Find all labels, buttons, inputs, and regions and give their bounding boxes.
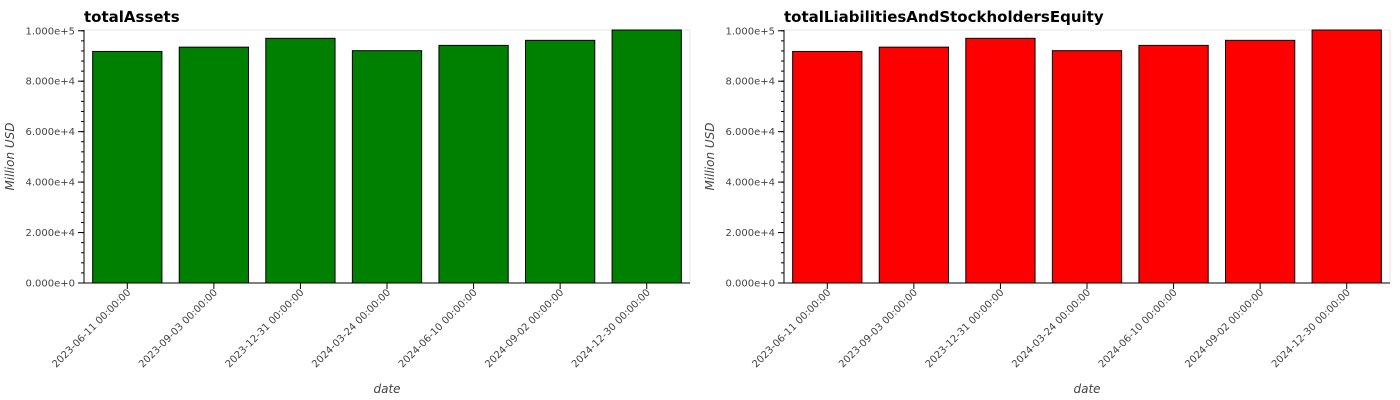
x-tick-label: 2023-09-03 00:00:00: [837, 287, 920, 370]
bar: [265, 37, 336, 284]
x-tick-label: 2023-06-11 00:00:00: [51, 287, 134, 370]
x-axis-label: date: [373, 382, 400, 396]
x-tick-label: 2024-06-10 00:00:00: [397, 287, 480, 370]
x-tick-label: 2023-12-31 00:00:00: [924, 287, 1007, 370]
bar: [351, 50, 423, 284]
x-tick-label: 2024-12-30 00:00:00: [1270, 287, 1353, 370]
total-liabilities-equity-chart-svg: totalLiabilitiesAndStockholdersEquity 0.0…: [703, 8, 1391, 396]
chart-title: totalLiabilitiesAndStockholdersEquity: [784, 8, 1104, 26]
y-tick-label: 8.000e+4: [725, 77, 775, 88]
y-axis-label: Million USD: [3, 122, 17, 190]
y-tick-label: 6.000e+4: [25, 127, 75, 138]
x-tick-label: 2024-06-10 00:00:00: [1097, 287, 1180, 370]
y-tick-label: 4.000e+4: [25, 178, 75, 189]
bar: [878, 46, 949, 284]
x-tick-label: 2024-09-02 00:00:00: [483, 287, 566, 370]
x-axis-label: date: [1073, 382, 1100, 396]
x-tick-label: 2023-12-31 00:00:00: [224, 287, 307, 370]
total-assets-chart: totalAssets 0.000e+0 2.000e+4 4.000e+4 6.000…: [3, 8, 691, 396]
y-tick-label: 1.000e+5: [25, 26, 75, 37]
x-tick-label: 2024-09-02 00:00:00: [1183, 287, 1266, 370]
x-tick-label: 2023-09-03 00:00:00: [137, 287, 220, 370]
x-tick-label: 2024-12-30 00:00:00: [570, 287, 653, 370]
bar: [611, 29, 682, 284]
x-tick-label: 2024-03-24 00:00:00: [1010, 287, 1093, 370]
y-tick-label: 4.000e+4: [725, 178, 775, 189]
y-tick-label: 0.000e+0: [725, 279, 775, 290]
bar: [92, 50, 163, 284]
bar: [1225, 39, 1296, 284]
y-tick-label: 0.000e+0: [25, 279, 75, 290]
bar: [178, 46, 249, 284]
bar: [1051, 50, 1123, 284]
bar: [438, 44, 509, 284]
y-tick-label: 2.000e+4: [725, 228, 775, 239]
bar: [792, 50, 863, 284]
y-axis-label: Million USD: [703, 122, 717, 190]
x-tick-label: 2023-06-11 00:00:00: [751, 287, 834, 370]
bar: [965, 37, 1036, 284]
bar: [525, 39, 596, 284]
y-tick-label: 8.000e+4: [25, 77, 75, 88]
y-tick-label: 1.000e+5: [725, 26, 775, 37]
y-tick-label: 6.000e+4: [725, 127, 775, 138]
total-assets-chart-svg: totalAssets 0.000e+0 2.000e+4 4.000e+4 6.000…: [3, 8, 691, 396]
y-tick-label: 2.000e+4: [25, 228, 75, 239]
x-tick-label: 2024-03-24 00:00:00: [310, 287, 393, 370]
total-liabilities-equity-chart: totalLiabilitiesAndStockholdersEquity 0.0…: [700, 0, 1400, 400]
bar: [1138, 44, 1209, 284]
chart-title: totalAssets: [84, 8, 180, 26]
bar: [1311, 29, 1382, 284]
